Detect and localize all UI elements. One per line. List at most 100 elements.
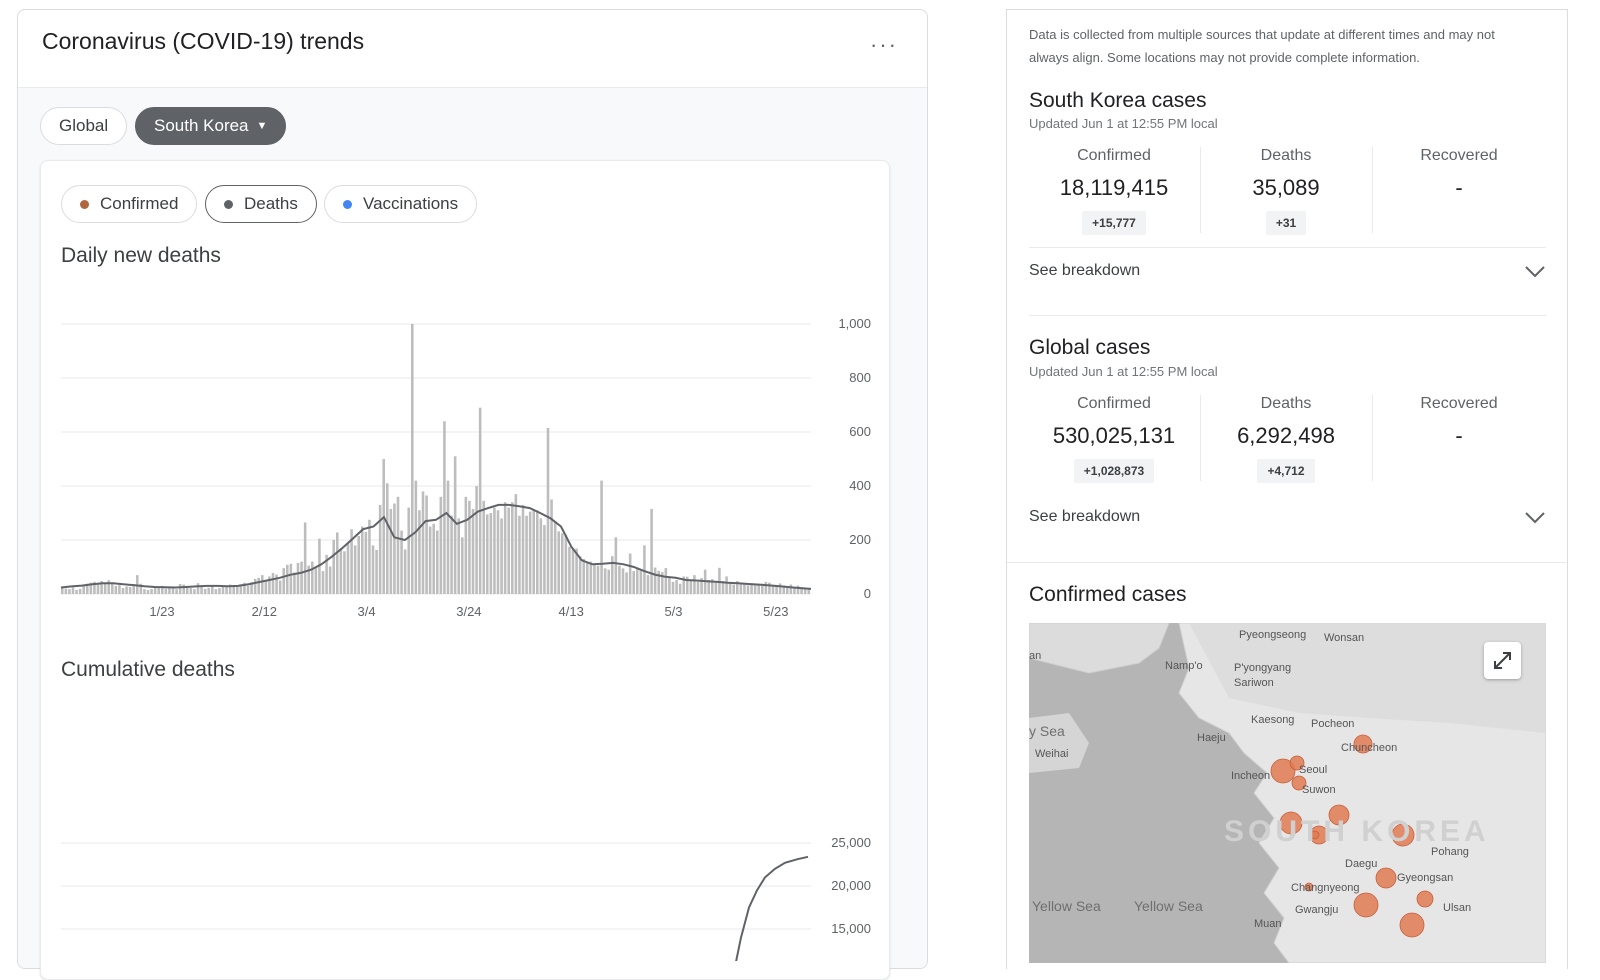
bar: [271, 572, 275, 594]
bar: [161, 585, 164, 594]
bar: [518, 515, 521, 594]
bar: [200, 586, 203, 594]
bar: [339, 548, 343, 594]
bar: [646, 575, 650, 594]
bar: [653, 567, 657, 594]
map-label: Pocheon: [1311, 718, 1354, 730]
bar: [175, 589, 178, 594]
stat-label: Recovered: [1420, 147, 1498, 164]
bar: [586, 561, 589, 594]
bar: [786, 586, 789, 594]
bar: [693, 575, 696, 594]
bar: [371, 545, 375, 594]
case-bubble: [1279, 811, 1303, 835]
trends-body: Global South Korea ▼ Confirmed Deaths Vac…: [18, 88, 927, 980]
bar: [782, 585, 785, 594]
bar: [678, 583, 682, 594]
bar: [218, 588, 221, 594]
map-label: Muan: [1254, 918, 1282, 930]
map-label: Gyeongsan: [1397, 872, 1453, 884]
bar: [103, 583, 107, 594]
land-china: [1029, 623, 1170, 674]
bar: [111, 583, 114, 594]
bar: [511, 502, 514, 594]
bar: [528, 511, 532, 594]
map-label: Pohang: [1431, 846, 1469, 858]
map-label: Namp'o: [1165, 660, 1203, 672]
bar: [450, 515, 453, 594]
bar: [293, 572, 296, 594]
global-deaths-stat: Deaths 6,292,498 +4,712: [1200, 395, 1372, 483]
bar: [478, 407, 482, 594]
fullscreen-button[interactable]: [1484, 642, 1521, 679]
chevron-down-icon[interactable]: [1525, 512, 1545, 524]
bar: [471, 508, 475, 594]
section-divider: [1007, 562, 1567, 563]
bar: [121, 588, 125, 594]
bar: [186, 587, 189, 594]
bar: [696, 581, 700, 594]
bar: [375, 549, 378, 594]
bar: [793, 586, 796, 594]
stats-panel: Data is collected from multiple sources …: [1006, 9, 1568, 969]
bar: [582, 558, 585, 594]
global-chip[interactable]: Global: [40, 107, 128, 145]
bar: [182, 584, 185, 594]
map-label: Haeju: [1197, 732, 1226, 744]
confirmed-chip-label: Confirmed: [100, 194, 179, 213]
bar: [532, 510, 535, 594]
confirmed-chip[interactable]: Confirmed: [61, 185, 198, 223]
south-korea-chip[interactable]: South Korea ▼: [135, 107, 287, 145]
average-line: [60, 503, 812, 590]
bar: [593, 564, 596, 594]
bar: [325, 554, 328, 594]
bar: [557, 531, 560, 594]
stat-label: Deaths: [1260, 147, 1312, 164]
bar: [468, 500, 471, 594]
chevron-down-icon[interactable]: [1525, 266, 1545, 278]
bar: [203, 588, 207, 594]
y-tick-label: 200: [849, 532, 871, 547]
bar: [311, 561, 314, 594]
case-bubble: [1353, 734, 1373, 754]
stat-delta: +1,028,873: [1073, 459, 1155, 483]
bar: [728, 583, 732, 594]
confirmed-cases-map[interactable]: Pyeongseong Wonsan Namp'o P'yongyang Sariwon…: [1029, 623, 1546, 963]
bar: [425, 495, 428, 594]
bar: [489, 513, 493, 594]
map-label: Ulsan: [1443, 902, 1471, 914]
bar: [711, 579, 714, 594]
bar: [561, 533, 564, 594]
bar: [461, 537, 464, 594]
stat-value: 18,119,415: [1059, 175, 1169, 200]
stat-separator: [1200, 147, 1201, 233]
south-korea-chip-label: South Korea: [154, 116, 249, 135]
bar: [650, 508, 653, 594]
cumulative-chart-title: Cumulative deaths: [61, 658, 235, 681]
bar: [346, 542, 350, 594]
y-tick-label: 0: [864, 586, 871, 601]
vaccinations-chip[interactable]: Vaccinations: [324, 185, 478, 223]
bar: [96, 584, 100, 594]
bar: [603, 568, 607, 594]
card-title: Coronavirus (COVID-19) trends: [42, 28, 365, 54]
bar: [443, 421, 446, 594]
bar: [464, 496, 468, 594]
bar: [496, 510, 500, 594]
bar: [753, 584, 757, 594]
korea-see-breakdown[interactable]: See breakdown: [1029, 262, 1141, 279]
bar: [93, 581, 96, 594]
map-label: y Sea: [1029, 723, 1065, 739]
bar: [686, 576, 689, 594]
bar: [689, 580, 693, 594]
bar: [114, 585, 118, 594]
deaths-chip[interactable]: Deaths: [205, 185, 317, 223]
x-tick-label: 2/12: [252, 604, 277, 619]
bar: [436, 530, 439, 594]
stat-separator: [1372, 395, 1373, 481]
bar: [486, 514, 489, 594]
global-see-breakdown[interactable]: See breakdown: [1029, 508, 1141, 525]
more-options-icon[interactable]: ···: [870, 32, 898, 57]
bar: [314, 567, 318, 594]
